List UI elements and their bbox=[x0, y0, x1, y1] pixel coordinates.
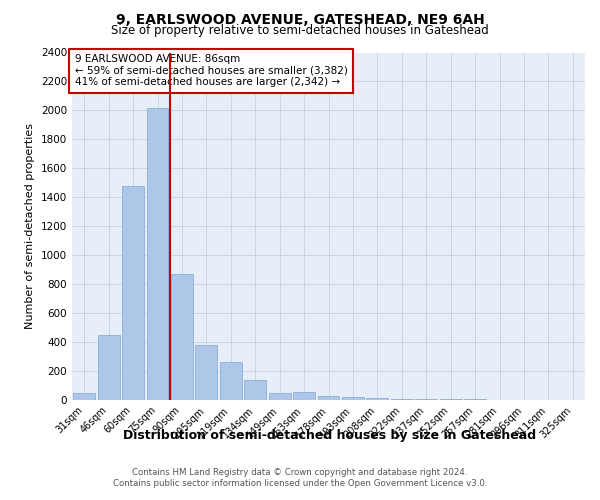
Bar bbox=[98, 335, 119, 400]
Text: Size of property relative to semi-detached houses in Gateshead: Size of property relative to semi-detach… bbox=[111, 24, 489, 37]
Bar bbox=[73, 393, 95, 400]
Bar bbox=[146, 108, 169, 400]
Text: Contains HM Land Registry data © Crown copyright and database right 2024.
Contai: Contains HM Land Registry data © Crown c… bbox=[113, 468, 487, 487]
Bar bbox=[317, 396, 340, 400]
Bar bbox=[391, 398, 413, 400]
Text: Distribution of semi-detached houses by size in Gateshead: Distribution of semi-detached houses by … bbox=[124, 430, 536, 442]
Bar bbox=[367, 398, 388, 400]
Bar bbox=[293, 392, 315, 400]
Bar bbox=[269, 393, 290, 400]
Bar bbox=[342, 397, 364, 400]
Bar bbox=[244, 380, 266, 400]
Bar bbox=[196, 345, 217, 400]
Y-axis label: Number of semi-detached properties: Number of semi-detached properties bbox=[25, 123, 35, 329]
Bar bbox=[171, 274, 193, 400]
Bar bbox=[415, 399, 437, 400]
Text: 9 EARLSWOOD AVENUE: 86sqm
← 59% of semi-detached houses are smaller (3,382)
41% : 9 EARLSWOOD AVENUE: 86sqm ← 59% of semi-… bbox=[74, 54, 347, 88]
Bar bbox=[220, 362, 242, 400]
Bar bbox=[122, 186, 144, 400]
Text: 9, EARLSWOOD AVENUE, GATESHEAD, NE9 6AH: 9, EARLSWOOD AVENUE, GATESHEAD, NE9 6AH bbox=[116, 12, 484, 26]
